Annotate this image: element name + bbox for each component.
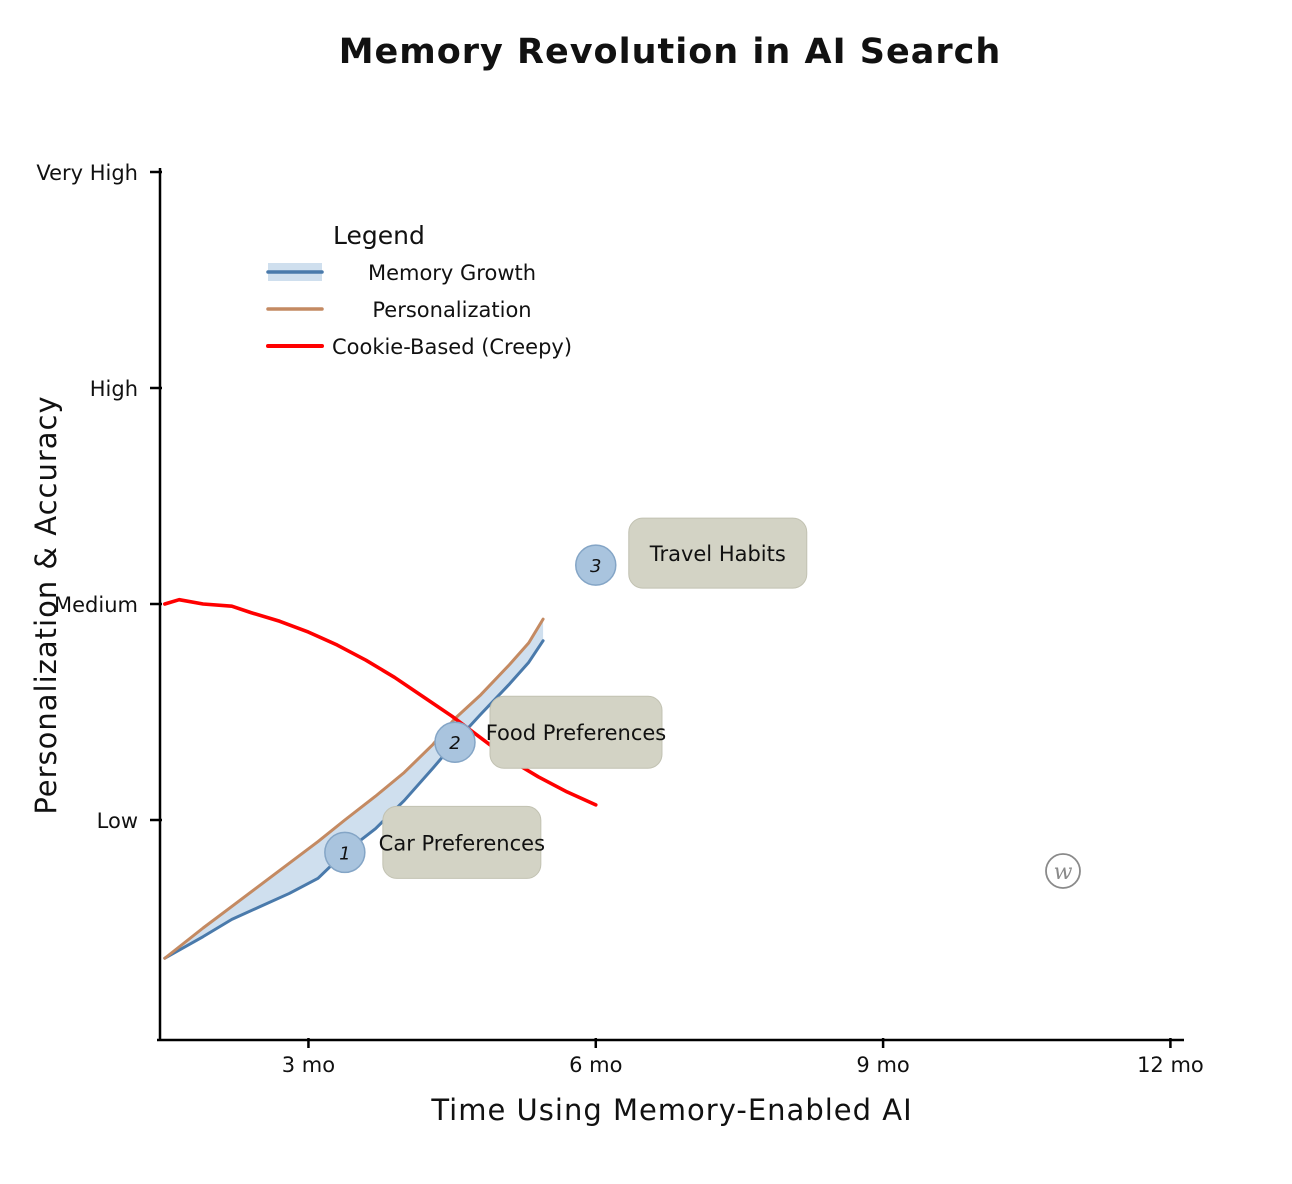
annotation-marker-number: 1 [339,843,350,864]
y-axis-label: Personalization & Accuracy [29,395,63,815]
memory-growth-band [164,619,544,959]
legend-entry-label: Personalization [372,298,531,322]
personalization-line [163,617,545,960]
annotation-label: Car Preferences [379,831,545,855]
annotation-marker [324,831,366,874]
x-tick-label: 9 mo [856,1053,909,1077]
annotation-marker [575,544,617,586]
x-axis-label: Time Using Memory-Enabled AI [431,1093,913,1127]
annotation-label: Travel Habits [649,542,786,566]
x-tick-label: 12 mo [1137,1053,1204,1077]
watermark-letter: w [1054,860,1073,885]
annotation-marker-number: 3 [590,556,601,577]
annotation-label-box [382,805,542,879]
x-tick-label: 3 mo [282,1053,335,1077]
y-tick-label: Medium [54,593,138,617]
legend-entry-label: Cookie-Based (Creepy) [332,335,572,359]
x-tick-label: 6 mo [569,1053,622,1077]
memory-growth-line [163,639,545,960]
y-tick-label: Low [97,809,138,833]
legend-title: Legend [333,221,425,250]
y-tick-label: Very High [36,161,138,185]
watermark-circle [1045,853,1081,889]
annotation-label-box [489,695,663,769]
annotation-label: Food Preferences [486,721,667,745]
chart-title: Memory Revolution in AI Search [338,32,1002,72]
annotation-label-box [628,517,808,589]
annotation-marker [434,721,476,763]
legend-entry-label: Memory Growth [368,261,536,285]
y-tick-label: High [90,377,138,401]
annotation-marker-number: 2 [449,733,460,754]
